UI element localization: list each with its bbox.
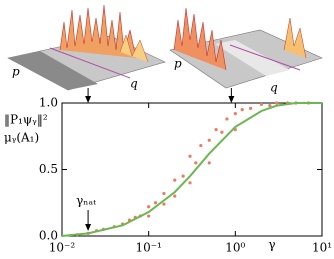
point (248, 106, 253, 110)
arrow-head (228, 96, 235, 103)
point (173, 194, 177, 198)
plot-frame (61, 102, 323, 237)
inset-axis-label: q (130, 77, 138, 91)
curve (61, 102, 322, 237)
point (275, 101, 279, 105)
x-tick-label: 10⁰ (225, 241, 245, 255)
point (147, 214, 151, 218)
point (240, 108, 244, 112)
y-tick-label: 0.0 (39, 229, 58, 243)
point (188, 181, 192, 185)
inset-left (7, 4, 166, 91)
y-tick-label: 0.5 (39, 162, 58, 176)
annotation: γₙₐₜ (76, 194, 96, 208)
point (207, 138, 211, 142)
point (268, 104, 272, 108)
inset-axis-label: q (270, 81, 278, 95)
inset-right (169, 7, 323, 89)
y-axis-label: ‖P₁ψᵧ‖² (4, 113, 48, 127)
arrow-head (85, 96, 92, 103)
point (225, 117, 229, 121)
point (214, 128, 218, 132)
point (199, 143, 203, 148)
inset-axis-label: p (12, 65, 20, 79)
point (259, 102, 264, 106)
y-axis-label: μᵧ(A₁) (4, 131, 39, 145)
point (194, 161, 198, 165)
x-tick-label: 10⁻¹ (135, 241, 161, 255)
x-tick-label: 10⁻² (49, 241, 76, 255)
point (162, 191, 166, 196)
point (188, 154, 192, 158)
point (233, 112, 237, 116)
point (207, 161, 211, 165)
x-tick-label: 10¹ (312, 241, 332, 255)
point (162, 202, 166, 206)
point (173, 178, 177, 182)
point (181, 174, 185, 178)
point (147, 205, 151, 209)
point (153, 201, 158, 205)
point (220, 130, 224, 134)
arrow-head (85, 224, 92, 231)
inset-axis-label: p (174, 57, 182, 71)
y-tick-label: 1.0 (39, 96, 58, 110)
x-axis-label: γ (268, 238, 275, 252)
